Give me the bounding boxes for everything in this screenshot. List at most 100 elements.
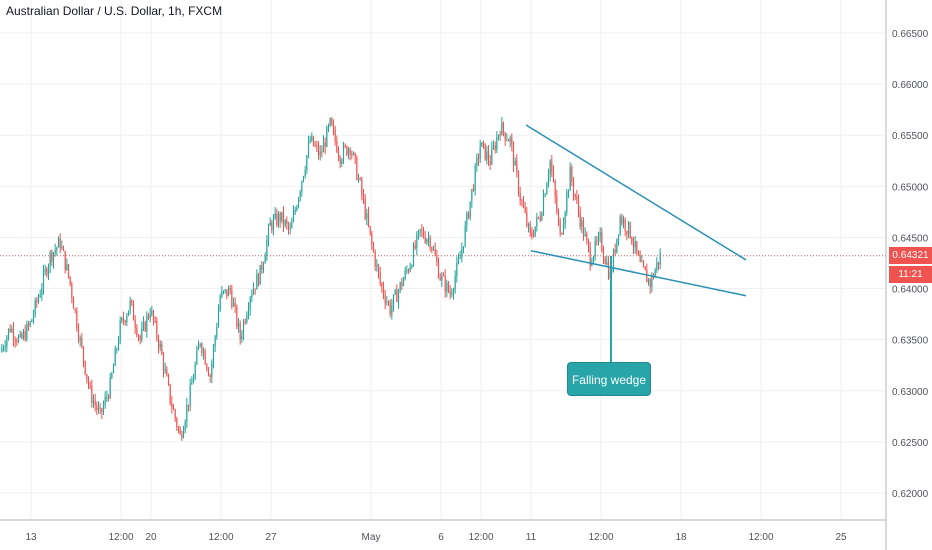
candle-body (417, 230, 420, 235)
candle-body (474, 165, 476, 191)
candle-body (484, 143, 486, 160)
candle-body (266, 240, 268, 256)
candle-body (56, 247, 58, 250)
candle-body (371, 233, 373, 244)
candle-body (114, 349, 116, 366)
candle-body (469, 201, 471, 219)
candle-body (52, 252, 55, 262)
candle-body (607, 262, 610, 278)
candle-body (324, 142, 326, 147)
candle-body (576, 196, 578, 200)
candle-body (277, 213, 280, 226)
candle-body (476, 157, 478, 166)
wedge-upper-line (525, 124, 747, 261)
candle-body (376, 264, 378, 267)
candle-body (532, 235, 535, 237)
candle-body (127, 310, 130, 316)
candle-body (261, 265, 263, 270)
y-tick-label: 0.66500 (892, 29, 929, 40)
candle-body (334, 129, 336, 141)
candle-body (92, 400, 95, 403)
candle-body (627, 222, 630, 235)
candle-body (34, 300, 36, 315)
candle-body (62, 246, 65, 251)
candle-body (164, 369, 166, 371)
candle-body (466, 212, 468, 226)
candle-body (126, 315, 128, 323)
candle-body (612, 249, 615, 271)
candle-body (36, 300, 38, 302)
candle-body (159, 343, 161, 348)
candle-body (124, 320, 126, 323)
candle-body (557, 212, 560, 222)
candle-body (74, 308, 76, 311)
candle-body (244, 321, 246, 323)
candle-body (479, 146, 481, 159)
candle-body (169, 384, 171, 404)
candle-body (94, 400, 96, 406)
candle-body (654, 269, 656, 278)
candle-body (637, 251, 640, 256)
candle-body (327, 125, 330, 128)
candle-body (147, 315, 150, 318)
candle-body (554, 180, 556, 197)
y-tick-label: 0.62500 (892, 438, 929, 449)
candle-body (41, 288, 43, 295)
candle-body (337, 152, 340, 157)
candle-body (217, 310, 220, 327)
candle-body (524, 207, 526, 213)
candle-body (349, 148, 351, 154)
x-tick-label: 12:00 (588, 532, 613, 543)
candle-body (361, 179, 363, 195)
candle-body (522, 201, 525, 208)
candle-body (437, 261, 440, 278)
candle-body (231, 290, 233, 307)
falling-wedge-callout[interactable]: Falling wedge (567, 362, 651, 396)
candle-body (239, 323, 241, 340)
candle-body (624, 219, 626, 232)
x-tick-label: 6 (438, 532, 444, 543)
y-tick-label: 0.64000 (892, 285, 929, 296)
candle-body (21, 333, 23, 339)
candle-body (221, 291, 223, 297)
x-tick-label: 13 (25, 532, 37, 543)
candle-body (79, 337, 81, 341)
candle-body (534, 226, 536, 236)
candle-body (176, 418, 178, 428)
candle-body (182, 430, 185, 438)
candle-body (104, 396, 106, 406)
candle-body (251, 294, 253, 298)
candle-body (24, 331, 26, 340)
candle-body (201, 343, 203, 353)
candle-body (196, 350, 198, 365)
candle-body (341, 160, 343, 164)
candle-body (604, 258, 606, 265)
candle-body (286, 220, 288, 224)
candle-body (401, 282, 403, 287)
y-tick-label: 0.65000 (892, 182, 929, 193)
candle-body (102, 405, 105, 413)
y-tick-label: 0.64500 (892, 233, 929, 244)
candle-body (547, 174, 550, 184)
candle-body (321, 151, 323, 153)
candle-body (12, 328, 15, 340)
candle-body (236, 306, 238, 327)
candle-body (304, 169, 306, 177)
candle-body (136, 327, 138, 336)
candle-body (461, 249, 463, 258)
candle-body (409, 266, 411, 272)
candle-body (16, 340, 18, 343)
candle-body (424, 237, 426, 243)
candle-body (17, 336, 20, 343)
candle-body (432, 249, 435, 251)
candle-body (579, 211, 581, 227)
candle-body (512, 144, 515, 166)
candle-body (621, 216, 623, 224)
candle-body (166, 369, 168, 376)
candle-body (454, 276, 456, 290)
candle-body (51, 251, 53, 262)
candle-body (242, 321, 245, 336)
candlestick-series (1, 116, 661, 441)
candle-body (502, 122, 505, 133)
